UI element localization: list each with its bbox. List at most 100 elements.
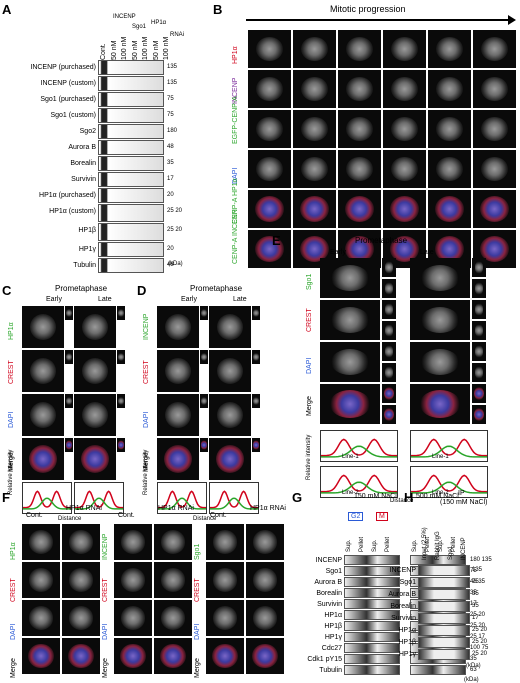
f-micrograph <box>22 638 60 674</box>
panel-label-c: C <box>2 283 12 298</box>
panelD-micrograph <box>157 350 199 392</box>
panelD-inset <box>200 350 208 364</box>
h-row-label: INCENP <box>389 567 416 574</box>
h-mw: 35 <box>472 603 479 609</box>
a-mw: 75 <box>167 112 174 118</box>
f-row-label: CREST <box>194 578 201 602</box>
f-micrograph <box>22 562 60 598</box>
h-row-label: HP1γ <box>398 651 416 658</box>
panelD-micrograph <box>157 438 199 480</box>
h-ip-cond: (150 mM NaCl) <box>440 499 488 506</box>
a-row-label: HP1γ <box>78 246 96 253</box>
a-band-strip <box>98 76 164 91</box>
f-micrograph <box>114 600 152 636</box>
a-row-label: Aurora B <box>68 144 96 151</box>
panelD-inset <box>200 306 208 320</box>
h-band-strip <box>418 565 470 576</box>
h-col-label: Input (2.5%) <box>422 527 428 560</box>
panel-label-a: A <box>2 2 12 17</box>
g-row-label: Cdk1 pY15 <box>307 656 342 663</box>
f-micrograph <box>22 600 60 636</box>
panelC-inset <box>117 438 125 452</box>
h-mw: 17 <box>472 615 479 621</box>
e-micrograph <box>320 258 380 298</box>
f-micrograph <box>246 600 284 636</box>
b-micrograph <box>428 70 471 108</box>
f-col-label: Cont. <box>210 512 227 519</box>
panelC-row-label: DAPI <box>8 411 15 428</box>
a-band-strip <box>98 108 164 123</box>
d-stage: Prometaphase <box>190 284 243 293</box>
f-row-label: DAPI <box>10 623 17 640</box>
e-inset <box>472 279 486 298</box>
b-micrograph <box>473 30 516 68</box>
intensity-curve <box>158 497 206 510</box>
a-mw: 48 <box>167 144 174 150</box>
f-row-label: Merge <box>102 658 109 678</box>
e-plot-line2-late <box>410 466 488 498</box>
b-micrograph <box>248 110 291 148</box>
g-phase: M <box>376 512 388 521</box>
h-mw: 25 20 <box>472 639 488 645</box>
panelC-inset <box>65 438 73 452</box>
a-mw: 75 <box>167 96 174 102</box>
b-micrograph <box>338 70 381 108</box>
h-col-label: Sgo1 <box>448 545 454 560</box>
b-micrograph <box>383 230 426 268</box>
g-mw: 75 <box>470 568 477 574</box>
a-band-strip <box>98 92 164 107</box>
g-salt: 500 mM NaCl <box>416 493 459 500</box>
panelC-row-label: CREST <box>8 360 15 384</box>
b-title: Mitotic progression <box>330 4 406 14</box>
b-micrograph <box>383 150 426 188</box>
panelD-inset <box>200 394 208 408</box>
g-band-strip <box>344 643 400 653</box>
panelC-micrograph <box>22 438 64 480</box>
g-fraction: Sup. <box>346 539 352 552</box>
panel-label-d: D <box>137 283 147 298</box>
a-row-label: HP1α (purchased) <box>39 192 96 199</box>
e-line1: Line-1 <box>432 454 449 460</box>
g-band-strip <box>344 654 400 664</box>
a-band-strip <box>98 223 164 241</box>
b-micrograph <box>248 150 291 188</box>
panelD-micrograph <box>209 306 251 348</box>
b-micrograph <box>473 110 516 148</box>
e-micrograph <box>410 384 470 424</box>
panelD-micrograph <box>157 306 199 348</box>
f-micrograph <box>154 600 192 636</box>
e-inset <box>382 300 396 319</box>
a-mw: 180 <box>167 128 178 134</box>
panelC-xlabel: Distance <box>58 516 82 522</box>
g-mw: 35 <box>470 656 477 662</box>
b-micrograph <box>428 30 471 68</box>
e-micrograph <box>410 342 470 382</box>
a-row-label: HP1α (custom) <box>49 208 96 215</box>
f-col-label: Cont. <box>26 512 43 519</box>
panelC-inset <box>117 394 125 408</box>
h-band-strip <box>418 601 470 612</box>
panelC-micrograph <box>22 306 64 348</box>
intensity-curve <box>210 490 258 509</box>
f-micrograph <box>206 600 244 636</box>
g-fraction: Sup. <box>412 539 418 552</box>
h-band-strip <box>418 649 470 660</box>
panelD-ylabel: Relative intensity <box>143 449 149 495</box>
intensity-curve <box>23 497 71 510</box>
g-row-label: Tubulin <box>319 667 342 674</box>
e-line2: Line-2 <box>342 490 359 496</box>
e-inset <box>382 405 396 424</box>
a-mw: 20 <box>167 192 174 198</box>
panelC-ylabel: Relative intensity <box>8 449 14 495</box>
a-lane-label: 50 nM <box>152 40 160 60</box>
g-band-strip <box>344 577 400 587</box>
h-band-strip <box>418 613 470 624</box>
g-band-strip <box>344 632 400 642</box>
e-early: Early <box>330 249 346 256</box>
a-group-incenp: INCENP <box>113 14 136 20</box>
panelC-plot-late <box>74 482 124 514</box>
panel-label-h: H <box>404 490 414 505</box>
g-mw: 25 17 <box>470 634 486 640</box>
intensity-curve <box>321 474 397 493</box>
b-row-label: EGFP-CENP-A <box>232 96 239 144</box>
